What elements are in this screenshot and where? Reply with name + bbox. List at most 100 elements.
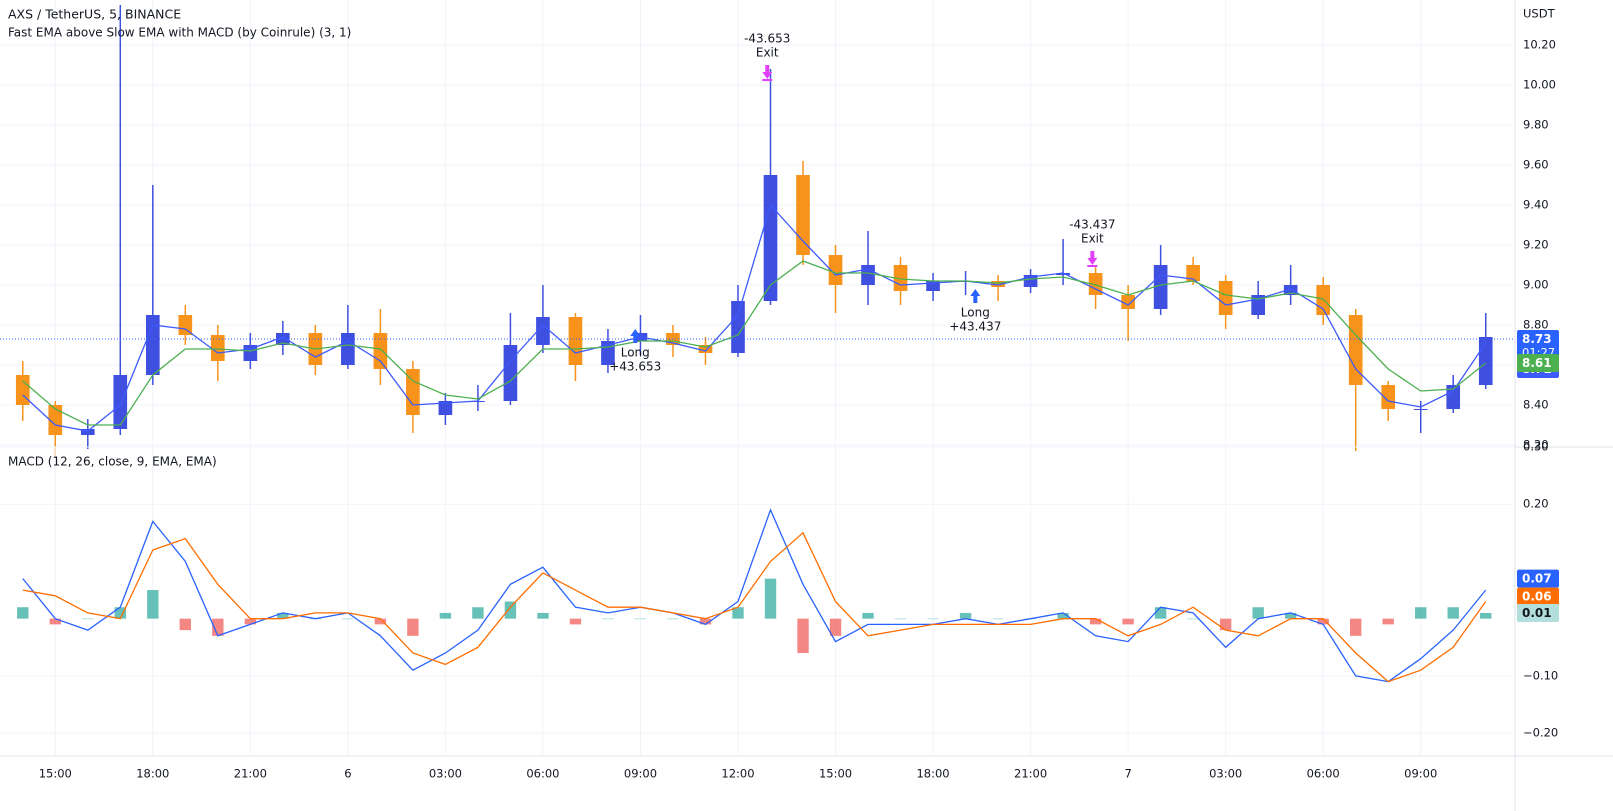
- ema-line: [22, 203, 1487, 432]
- value-tag-label: 0.07: [1522, 572, 1552, 586]
- trade-label: Long: [621, 346, 650, 360]
- candle-body: [1186, 265, 1200, 281]
- trade-profit: -43.437: [1069, 218, 1115, 232]
- candle-body: [80, 429, 95, 435]
- y-tick-label: 9.00: [1523, 278, 1549, 292]
- histogram-bar: [212, 618, 224, 636]
- value-tag-label: 0.01: [1522, 606, 1552, 620]
- ema-line: [22, 260, 1487, 426]
- histogram-bar: [17, 607, 29, 619]
- macd-title: MACD (12, 26, close, 9, EMA, EMA): [8, 455, 217, 469]
- y-tick-label: 10.20: [1523, 38, 1556, 52]
- candle-body: [1381, 385, 1396, 409]
- histogram-bar: [342, 618, 354, 620]
- histogram-bar: [1382, 618, 1394, 625]
- candle-body: [698, 345, 713, 353]
- histogram-bar: [114, 607, 126, 619]
- histogram-bar: [1284, 612, 1297, 619]
- candle-body: [1056, 273, 1070, 275]
- trade-label: Exit: [756, 46, 779, 60]
- histogram-bar: [667, 618, 679, 620]
- price-tag-label: 8.61: [1522, 356, 1552, 370]
- histogram-bar: [277, 612, 289, 619]
- x-tick-label: 21:00: [1014, 767, 1047, 781]
- x-tick-label: 7: [1124, 767, 1131, 781]
- price-tag: [1517, 354, 1559, 372]
- histogram-bar: [1350, 618, 1362, 636]
- histogram-bar: [862, 612, 874, 619]
- histogram-bar: [1219, 618, 1232, 631]
- x-tick-label: 21:00: [234, 767, 267, 781]
- candle-body: [926, 281, 940, 291]
- histogram-bar: [634, 618, 647, 620]
- y-tick-label: 9.20: [1523, 238, 1549, 252]
- candle-body: [568, 317, 583, 365]
- histogram-bar: [179, 618, 192, 631]
- x-tick-label: 18:00: [916, 767, 949, 781]
- candle-body: [763, 175, 778, 301]
- candle-body: [406, 369, 420, 415]
- candle-body: [145, 315, 160, 375]
- histogram-bar: [49, 618, 61, 625]
- candle-body: [1283, 285, 1298, 295]
- y-tick-label: 0.20: [1523, 497, 1549, 511]
- histogram-bar: [537, 612, 549, 619]
- strategy-title: Fast EMA above Slow EMA with MACD (by Co…: [8, 26, 351, 40]
- exit-arrow: [1087, 251, 1098, 265]
- candle-body: [1316, 285, 1331, 315]
- histogram-bar: [992, 618, 1004, 620]
- histogram-bar: [82, 618, 94, 620]
- y-tick-label: 8.40: [1523, 398, 1549, 412]
- histogram-bar: [439, 612, 452, 619]
- histogram-bar: [1122, 618, 1134, 625]
- candle-body: [1478, 337, 1493, 385]
- x-tick-label: 18:00: [136, 767, 169, 781]
- trade-label: Exit: [1081, 232, 1104, 246]
- x-tick-label: 09:00: [624, 767, 657, 781]
- candle-body: [341, 333, 355, 365]
- symbol-title: AXS / TetherUS, 5, BINANCE: [8, 7, 181, 22]
- histogram-bar: [504, 601, 517, 619]
- candle-body: [861, 265, 875, 285]
- histogram-bar: [147, 590, 159, 619]
- long-arrow: [970, 289, 981, 303]
- y-tick-label: −0.20: [1523, 726, 1558, 740]
- candle-body: [15, 375, 30, 405]
- price-tag: [1517, 330, 1559, 348]
- histogram-bar: [1480, 612, 1492, 619]
- y-tick-label: 0.30: [1523, 440, 1549, 454]
- histogram-bar: [829, 618, 842, 636]
- histogram-bar: [1447, 607, 1459, 619]
- y-tick-label: 9.40: [1523, 198, 1549, 212]
- value-tag: [1517, 569, 1559, 588]
- candle-body: [1348, 315, 1363, 385]
- value-tag-label: 0.06: [1522, 590, 1552, 604]
- histogram-bar: [244, 618, 257, 625]
- histogram-bar: [1317, 618, 1329, 625]
- histogram-bar: [1187, 618, 1199, 620]
- value-tag: [1517, 587, 1559, 606]
- histogram-bar: [1154, 607, 1167, 619]
- candle-body: [373, 333, 388, 369]
- candle-body: [503, 345, 518, 401]
- y-tick-label: 9.60: [1523, 158, 1549, 172]
- trade-label: Long: [961, 306, 990, 320]
- histogram-bar: [894, 618, 907, 620]
- trade-profit: +43.653: [609, 360, 661, 374]
- y-tick-label: 9.80: [1523, 118, 1549, 132]
- histogram-bar: [732, 607, 744, 619]
- candle-body: [1088, 273, 1103, 295]
- x-tick-label: 15:00: [39, 767, 72, 781]
- histogram-bar: [374, 618, 387, 625]
- histogram-bar: [764, 578, 777, 619]
- histogram-bar: [602, 618, 614, 620]
- macd-line: [22, 531, 1487, 683]
- candle-body: [210, 335, 225, 361]
- candle-body: [796, 175, 810, 255]
- candle-body: [113, 375, 128, 429]
- y-tick-label: 8.20: [1523, 438, 1549, 452]
- candle-body: [1446, 385, 1461, 409]
- candle-body: [536, 317, 550, 345]
- candle-body: [1413, 409, 1428, 410]
